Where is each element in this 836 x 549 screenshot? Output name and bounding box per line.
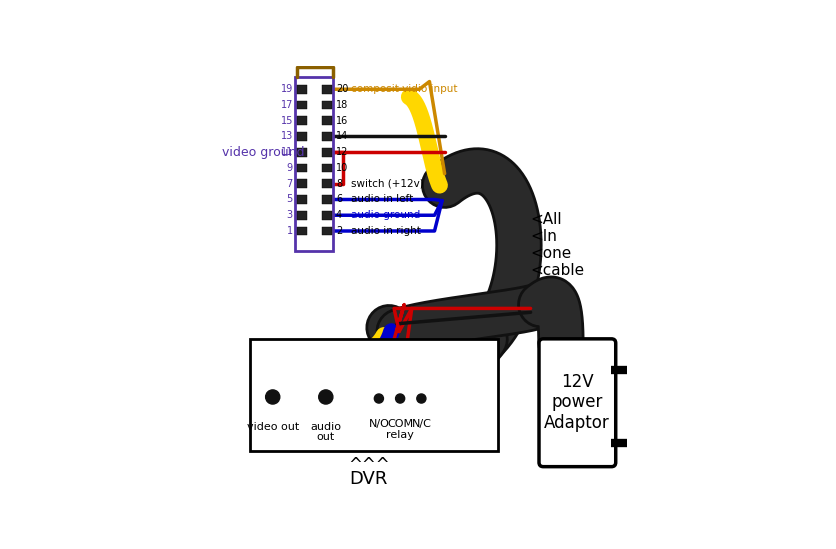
Text: <In: <In xyxy=(531,229,558,244)
Text: 19: 19 xyxy=(281,84,293,94)
Text: video ground: video ground xyxy=(222,145,304,159)
Bar xyxy=(297,227,307,236)
Circle shape xyxy=(319,390,333,404)
Text: 4: 4 xyxy=(336,210,342,220)
Text: 2: 2 xyxy=(336,226,342,236)
Text: 18: 18 xyxy=(336,100,348,110)
Text: <All: <All xyxy=(531,212,563,227)
Bar xyxy=(297,195,307,204)
Text: 8: 8 xyxy=(336,179,342,189)
Text: 10: 10 xyxy=(336,163,348,173)
Text: audio in right: audio in right xyxy=(351,226,421,236)
Circle shape xyxy=(417,394,426,403)
Text: audio: audio xyxy=(310,422,341,432)
Text: audio ground: audio ground xyxy=(351,210,421,220)
Bar xyxy=(322,116,332,125)
Text: 1: 1 xyxy=(287,226,293,236)
Text: 3: 3 xyxy=(287,210,293,220)
Text: video out: video out xyxy=(247,422,298,432)
Circle shape xyxy=(266,390,280,404)
Text: switch (+12v): switch (+12v) xyxy=(351,179,424,189)
Bar xyxy=(297,164,307,172)
Text: 9: 9 xyxy=(287,163,293,173)
Text: 12: 12 xyxy=(336,147,349,157)
Text: N/O: N/O xyxy=(369,419,390,429)
Bar xyxy=(322,195,332,204)
Bar xyxy=(297,116,307,125)
Bar xyxy=(297,132,307,141)
Text: DVR: DVR xyxy=(349,469,388,488)
Text: ^^^: ^^^ xyxy=(348,456,390,474)
Text: composit vidio input: composit vidio input xyxy=(351,84,457,94)
Text: 15: 15 xyxy=(281,116,293,126)
Bar xyxy=(322,211,332,220)
Circle shape xyxy=(375,394,384,403)
FancyBboxPatch shape xyxy=(539,339,616,467)
Bar xyxy=(322,132,332,141)
Bar xyxy=(297,148,307,156)
Bar xyxy=(322,148,332,156)
Text: 12V
power
Adaptor: 12V power Adaptor xyxy=(544,373,610,432)
Text: audio in left: audio in left xyxy=(351,194,413,204)
Text: 13: 13 xyxy=(281,132,293,142)
Bar xyxy=(295,77,334,251)
Text: 11: 11 xyxy=(281,147,293,157)
Bar xyxy=(250,339,497,451)
Text: N/C: N/C xyxy=(411,419,431,429)
Bar xyxy=(297,100,307,109)
Bar xyxy=(297,211,307,220)
Text: 6: 6 xyxy=(336,194,342,204)
Text: 7: 7 xyxy=(287,179,293,189)
Bar xyxy=(322,164,332,172)
Bar xyxy=(297,85,307,93)
Bar xyxy=(322,180,332,188)
Text: out: out xyxy=(317,433,335,442)
Circle shape xyxy=(395,394,405,403)
Text: <one: <one xyxy=(531,247,572,261)
Text: 17: 17 xyxy=(281,100,293,110)
Bar xyxy=(322,100,332,109)
Text: COM: COM xyxy=(387,419,413,429)
Text: 5: 5 xyxy=(287,194,293,204)
Bar xyxy=(322,85,332,93)
Text: 16: 16 xyxy=(336,116,348,126)
Text: 14: 14 xyxy=(336,132,348,142)
Text: relay: relay xyxy=(386,430,414,440)
Text: <cable: <cable xyxy=(531,263,584,278)
Bar xyxy=(297,180,307,188)
Text: 20: 20 xyxy=(336,84,349,94)
Bar xyxy=(322,227,332,236)
